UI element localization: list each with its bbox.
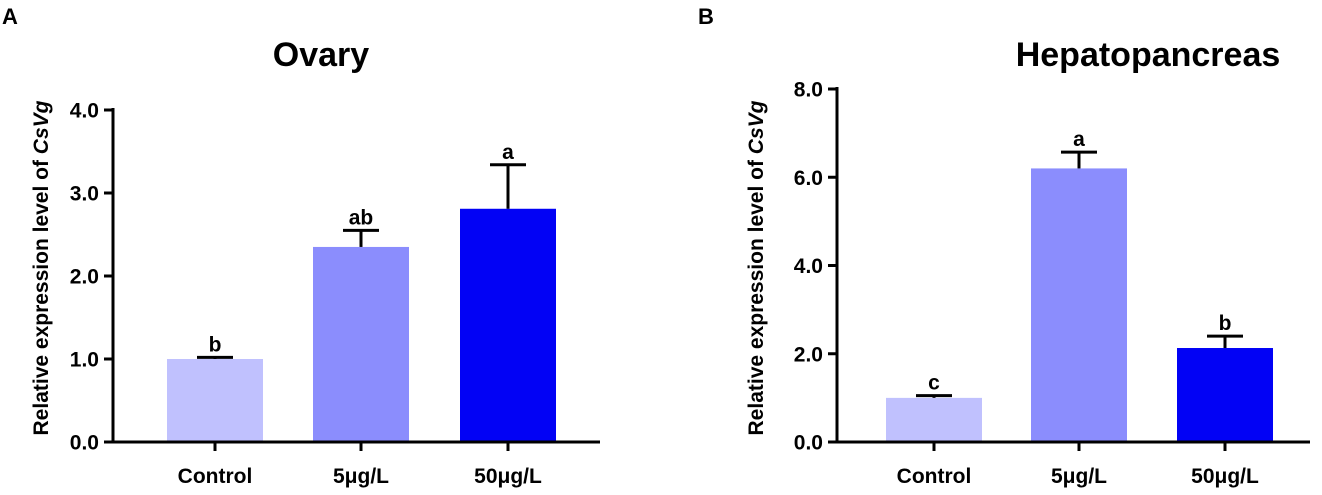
panel-a-significance-2: ab: [349, 206, 374, 229]
panel-a-y-tick-label-3: 3.0: [70, 183, 99, 206]
panel-b-significance-1: c: [928, 372, 940, 395]
panel-b-y-axis-label-text: Relative expression level of: [745, 154, 768, 435]
panel-a-bar-1: [167, 359, 263, 442]
panel-b-category-label-3: 50μg/L: [1191, 465, 1259, 488]
panel-b-y-tick-label-1: 2.0: [794, 343, 823, 366]
panel-b-significance-3: b: [1219, 312, 1232, 335]
panel-b-title: Hepatopancreas: [1016, 36, 1281, 74]
panel-b-y-axis-label: Relative expression level of CsVg: [745, 100, 768, 435]
panel-b-bar-2: [1031, 168, 1127, 443]
panel-b-y-tick-label-4: 8.0: [794, 79, 823, 102]
panel-b-plot-area: c a b 0.0 2.0 4.0 6.0 8.0 Control 5μg/L 50μg/L: [794, 79, 1310, 488]
panel-a-y-axis-label: Relative expression level of CsVg: [30, 100, 53, 435]
panel-b-y-tick-label-2: 4.0: [794, 255, 823, 278]
panel-a-y-axis-label-text: Relative expression level of: [30, 154, 53, 435]
panel-a-y-tick-label-4: 4.0: [70, 100, 99, 123]
panel-a-significance-1: b: [209, 333, 222, 356]
panel-a-category-label-3: 50μg/L: [474, 465, 542, 488]
panel-a-y-axis-label-gene: CsVg: [30, 100, 53, 154]
panel-a-y-tick-label-2: 2.0: [70, 266, 99, 289]
panel-b-letter: B: [698, 4, 714, 29]
panel-a-y-tick-label-1: 1.0: [70, 349, 99, 372]
panel-a-significance-3: a: [502, 141, 514, 164]
panel-a-y-tick-label-0: 0.0: [70, 432, 99, 455]
panel-a-category-label-2: 5μg/L: [333, 465, 389, 488]
panel-a-title: Ovary: [273, 36, 369, 74]
panel-b-y-tick-label-0: 0.0: [794, 432, 823, 455]
panel-b-y-axis-label-gene: CsVg: [745, 100, 768, 154]
panel-a: A Ovary Relative expression level of CsV…: [2, 4, 600, 488]
panel-a-bar-3: [460, 208, 556, 442]
panel-b-bar-3: [1177, 348, 1273, 442]
panel-b-significance-2: a: [1073, 128, 1085, 151]
panel-a-letter: A: [2, 4, 18, 29]
panel-a-plot-area: b ab a 0.0 1.0 2.0 3.0 4.0 Control 5μg/L 50μg/L: [70, 100, 600, 488]
panel-b: B Hepatopancreas Relative expression lev…: [698, 4, 1310, 488]
panel-b-category-label-1: Control: [897, 465, 972, 488]
panel-b-category-label-2: 5μg/L: [1051, 465, 1107, 488]
panel-a-bar-2: [313, 246, 409, 442]
panel-a-category-label-1: Control: [178, 465, 253, 488]
panel-b-y-tick-label-3: 6.0: [794, 167, 823, 190]
panel-b-bar-1: [886, 397, 982, 442]
